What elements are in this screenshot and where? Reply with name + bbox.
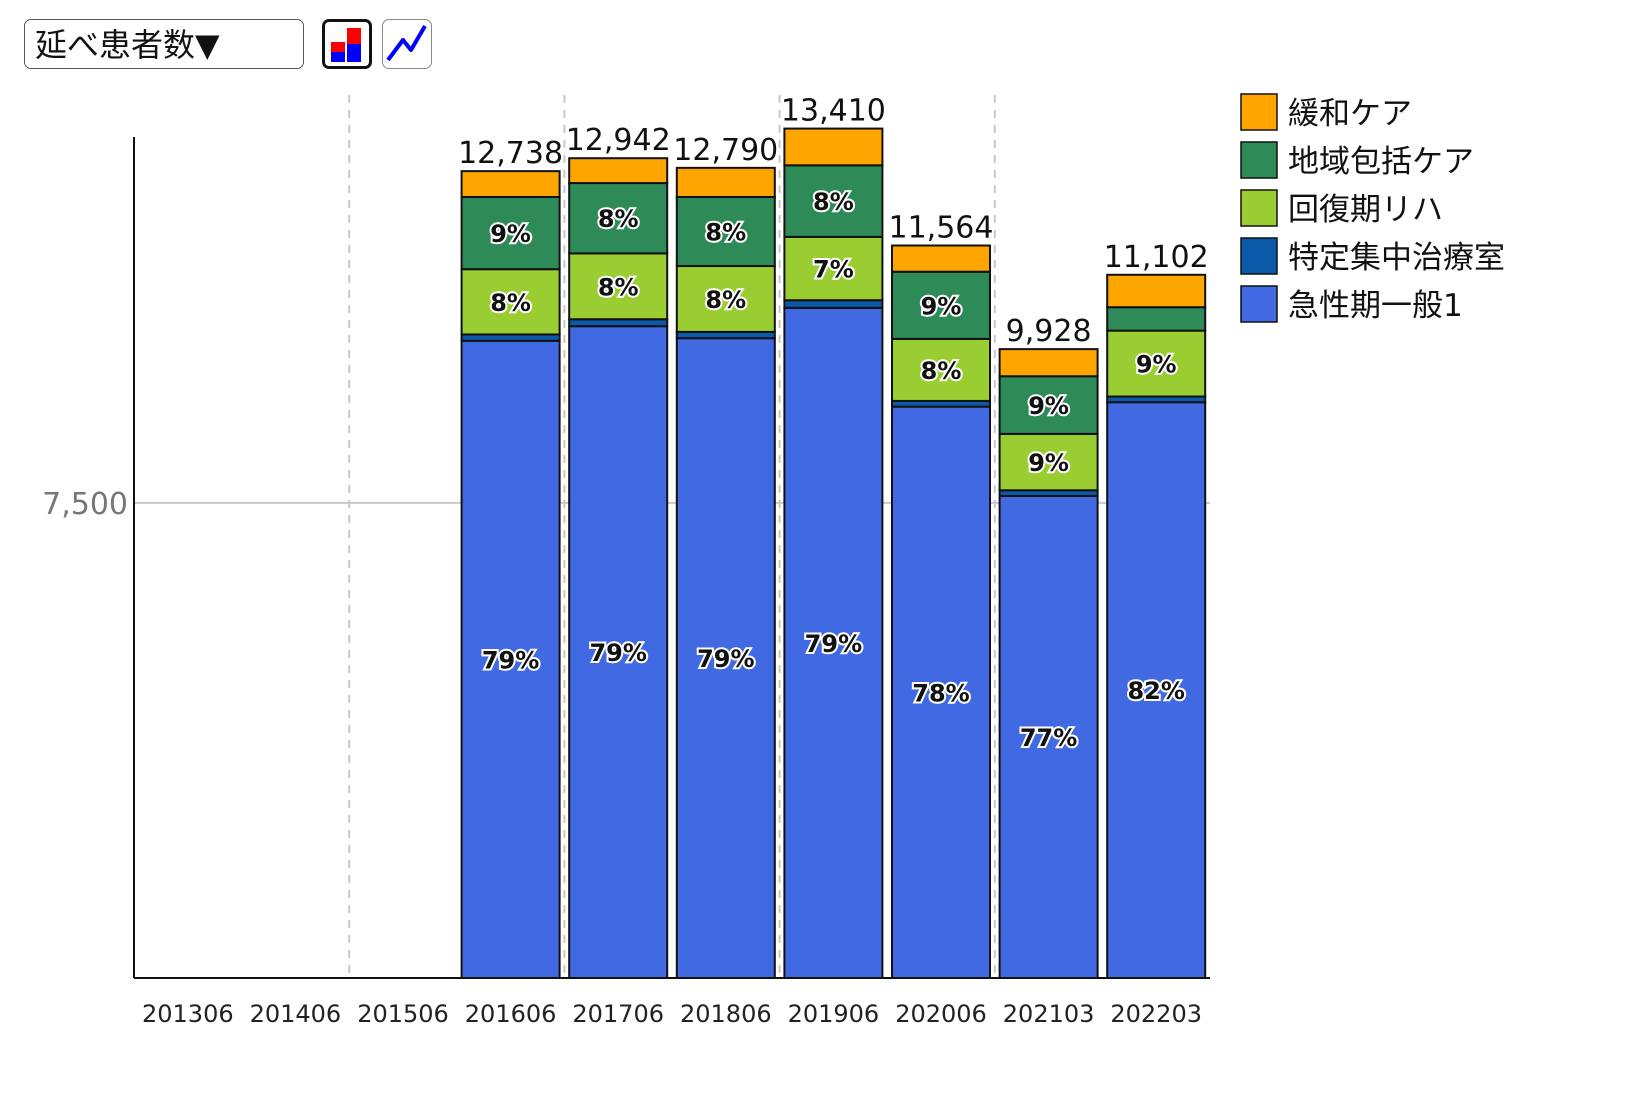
stacked-bar-chart-icon[interactable]: [322, 19, 372, 69]
bar-segment: [891, 337, 991, 402]
percent-label: 8%: [490, 289, 531, 317]
bar-segment: [891, 270, 991, 340]
axes-layer: 7,500 201306 201406 201506 201606 201706 20180…: [42, 137, 1210, 1028]
bar-segment: [783, 164, 884, 238]
total-value-label: 13,410: [781, 94, 886, 129]
y-tick-label: 7,500: [42, 487, 128, 522]
percent-label: 9%: [1028, 392, 1069, 420]
percent-label: 8%: [598, 273, 639, 301]
legend-label: 緩和ケア: [1288, 96, 1412, 132]
legend-label: 回復期リハ: [1288, 192, 1443, 228]
legend-label: 特定集中治療室: [1288, 240, 1505, 276]
legend-label: 地域包括ケア: [1288, 144, 1474, 180]
bar-segment: [783, 235, 884, 302]
bar-segment: [1106, 401, 1207, 979]
legend-label: 急性期一般1: [1288, 288, 1463, 324]
x-tick-label: 201906: [788, 1000, 880, 1028]
bar-segment: [891, 244, 991, 273]
bar-segment: [783, 306, 884, 979]
total-value-label: 12,942: [566, 123, 671, 158]
bar-segment: [1106, 273, 1207, 309]
bar-segment: [675, 337, 776, 979]
x-tick-label: 201506: [357, 1000, 449, 1028]
total-value-label: 12,790: [673, 133, 778, 168]
legend-swatch: [1240, 189, 1278, 227]
bar-segment: [568, 182, 669, 255]
percent-label: 79%: [805, 630, 862, 658]
percent-label: 8%: [813, 188, 854, 216]
legend-swatch: [1240, 285, 1278, 323]
x-tick-label: 202203: [1110, 1000, 1202, 1028]
x-tick-label: 201606: [465, 1000, 557, 1028]
percent-label: 8%: [598, 205, 639, 233]
bar-segment: [1106, 306, 1207, 332]
percent-label: 9%: [490, 220, 531, 248]
percent-label: 8%: [705, 219, 746, 247]
x-tick-label: 201406: [250, 1000, 342, 1028]
bars-layer: [460, 127, 1207, 980]
legend-swatch: [1240, 93, 1278, 131]
x-tick-label: 201306: [142, 1000, 234, 1028]
percent-label: 8%: [921, 357, 962, 385]
percent-label: 9%: [921, 292, 962, 320]
bar-segment: [568, 157, 669, 185]
percent-label: 9%: [1028, 449, 1069, 477]
bar-segment: [783, 299, 884, 309]
bar-segment: [568, 318, 669, 328]
x-tick-label: 201706: [572, 1000, 664, 1028]
legend-swatch: [1240, 141, 1278, 179]
x-tick-label: 202103: [1003, 1000, 1095, 1028]
x-tick-label: 202006: [895, 1000, 987, 1028]
bar-segment: [675, 166, 776, 198]
line-chart-icon[interactable]: [382, 19, 432, 69]
total-value-label: 11,102: [1104, 240, 1209, 275]
total-value-label: 11,564: [889, 211, 994, 246]
percent-label: 82%: [1127, 677, 1184, 705]
bar-segment: [460, 268, 561, 336]
bar-segment: [568, 325, 669, 979]
x-tick-label: 201806: [680, 1000, 772, 1028]
percent-label: 79%: [589, 639, 646, 667]
percent-label: 79%: [482, 646, 539, 674]
bar-segment: [460, 170, 561, 198]
bar-segment: [783, 127, 884, 167]
total-value-label: 12,738: [458, 136, 563, 171]
legend-swatch: [1240, 237, 1278, 275]
percent-label: 78%: [912, 679, 969, 707]
labels-layer: 79% 8% 9% 12,738 79% 8% 8% 12,942 79% 8% 8% 12,790 7…: [458, 94, 1209, 754]
percent-label: 7%: [813, 256, 854, 284]
percent-label: 77%: [1020, 724, 1077, 752]
bar-segment: [998, 348, 1099, 378]
metric-select[interactable]: 延べ患者数▼: [24, 19, 304, 69]
percent-label: 8%: [705, 286, 746, 314]
percent-label: 79%: [697, 645, 754, 673]
percent-label: 9%: [1136, 351, 1177, 379]
total-value-label: 9,928: [1006, 314, 1092, 349]
